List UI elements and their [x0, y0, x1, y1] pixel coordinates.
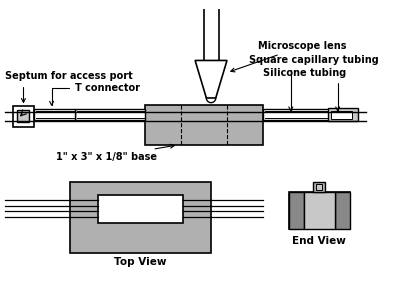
Polygon shape — [195, 60, 227, 98]
Bar — [289, 192, 304, 229]
Text: End View: End View — [292, 237, 346, 247]
Bar — [331, 111, 352, 119]
Bar — [34, 109, 75, 120]
Text: Silicone tubing: Silicone tubing — [263, 68, 346, 111]
Bar — [289, 192, 350, 229]
Text: Microscope lens: Microscope lens — [231, 41, 346, 72]
Bar — [17, 110, 29, 122]
Bar — [70, 182, 211, 253]
Text: Septum for access port: Septum for access port — [5, 72, 132, 102]
Bar — [98, 194, 183, 223]
Bar — [335, 192, 350, 229]
Bar — [145, 106, 263, 145]
Bar — [75, 109, 145, 120]
Bar — [263, 109, 330, 120]
Bar — [313, 182, 324, 192]
Bar — [13, 106, 34, 127]
Bar — [328, 108, 358, 122]
Text: 1" x 3" x 1/8" base: 1" x 3" x 1/8" base — [56, 144, 174, 162]
Bar — [316, 184, 322, 190]
Text: Square capillary tubing: Square capillary tubing — [248, 55, 378, 111]
Bar — [304, 192, 335, 229]
Text: Top View: Top View — [114, 257, 167, 267]
Text: T connector: T connector — [50, 83, 140, 105]
